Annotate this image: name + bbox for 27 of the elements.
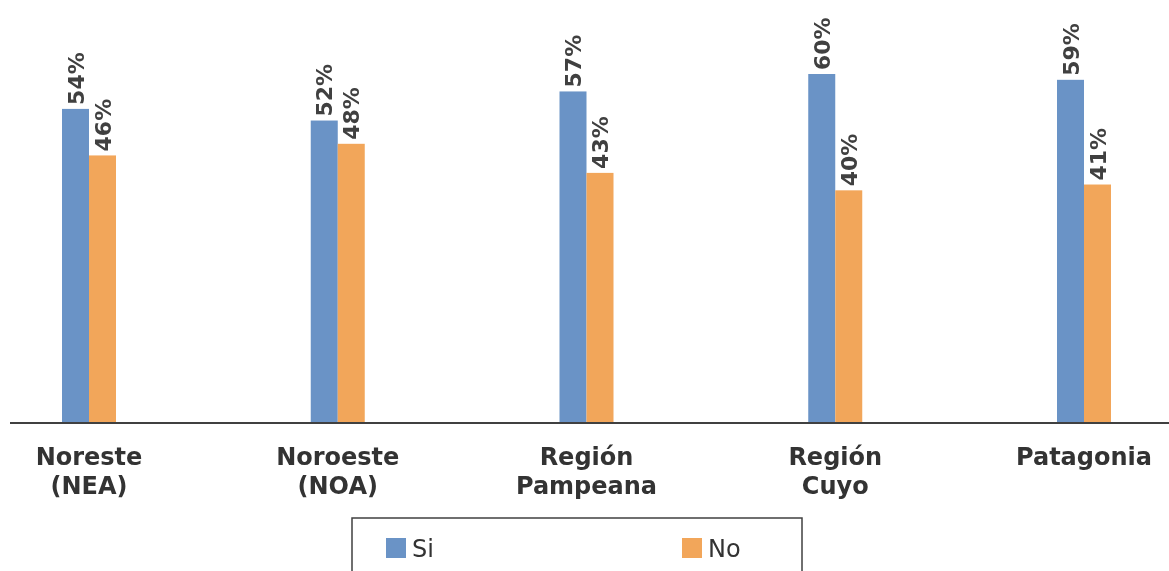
legend-label: No	[708, 535, 741, 563]
data-label: 43%	[588, 116, 613, 169]
bar	[1084, 184, 1111, 423]
bar	[586, 172, 614, 423]
bar	[1057, 79, 1084, 423]
bar	[835, 190, 863, 423]
data-label: 48%	[339, 87, 365, 140]
data-label: 54%	[63, 52, 89, 105]
data-label: 40%	[836, 133, 862, 187]
legend-label: Si	[412, 535, 434, 563]
x-tick-label: Región Cuyo	[788, 443, 883, 500]
data-label: 46%	[90, 98, 116, 152]
x-tick-label: Patagonia	[1016, 443, 1152, 471]
data-label: 41%	[1085, 127, 1111, 181]
data-label: 59%	[1058, 23, 1084, 76]
x-tick-label: Noroeste (NOA)	[276, 443, 400, 500]
x-tick-label: Noreste (NEA)	[35, 443, 143, 500]
bar	[89, 155, 116, 423]
data-label: 60%	[809, 17, 835, 70]
bar	[337, 143, 365, 423]
data-label: 52%	[312, 63, 338, 117]
bar	[559, 91, 587, 423]
bar	[310, 120, 338, 423]
bar	[808, 74, 836, 423]
data-label: 57%	[561, 34, 586, 88]
bar	[62, 108, 89, 423]
x-tick-label: Región Pampeana	[515, 443, 658, 500]
